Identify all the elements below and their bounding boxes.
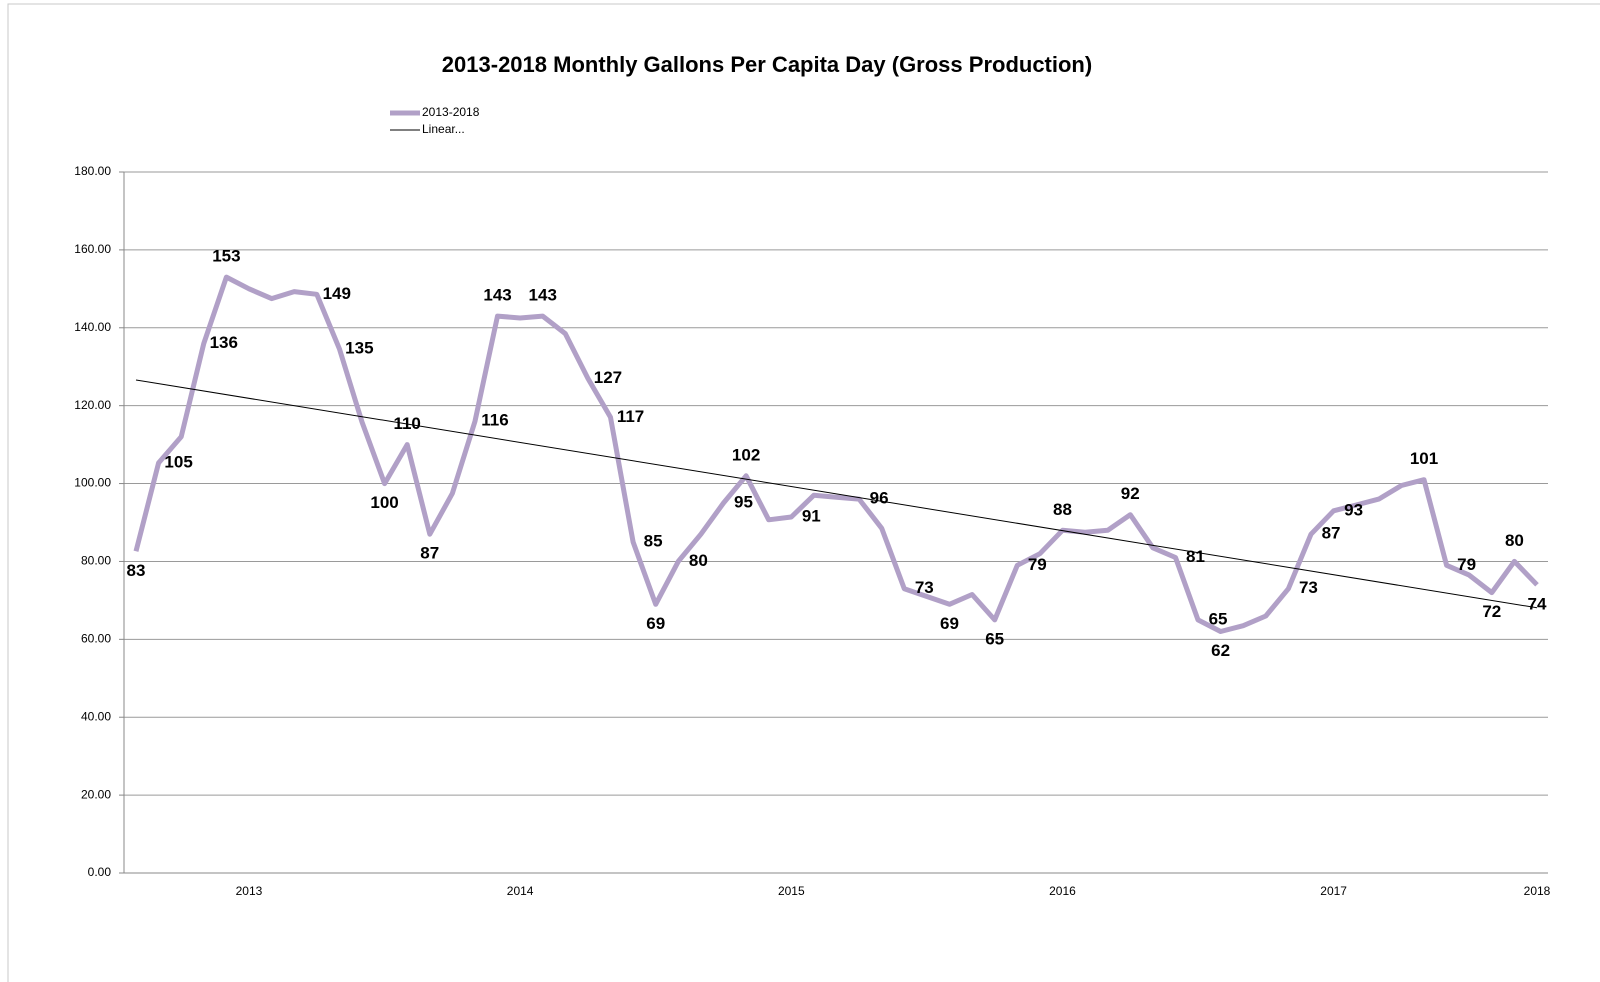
y-tick-label: 20.00 bbox=[81, 787, 111, 801]
data-label: 73 bbox=[915, 578, 934, 597]
y-tick-label: 140.00 bbox=[74, 320, 111, 334]
x-tick-label: 2013 bbox=[236, 884, 263, 898]
data-label: 135 bbox=[345, 338, 373, 357]
data-label: 143 bbox=[529, 286, 557, 305]
data-label: 80 bbox=[1505, 531, 1524, 550]
data-label: 105 bbox=[164, 452, 192, 471]
data-label: 95 bbox=[734, 493, 753, 512]
data-label: 79 bbox=[1457, 555, 1476, 574]
data-label: 102 bbox=[732, 445, 760, 464]
data-label: 93 bbox=[1344, 500, 1363, 519]
y-tick-label: 120.00 bbox=[74, 398, 111, 412]
y-tick-label: 160.00 bbox=[74, 242, 111, 256]
y-tick-label: 60.00 bbox=[81, 632, 111, 646]
data-label: 87 bbox=[1322, 524, 1341, 543]
chart-title: 2013-2018 Monthly Gallons Per Capita Day… bbox=[442, 52, 1092, 77]
data-label: 65 bbox=[1209, 609, 1228, 628]
data-label: 85 bbox=[644, 531, 663, 550]
y-tick-label: 180.00 bbox=[74, 164, 111, 178]
legend-label: Linear... bbox=[422, 122, 465, 136]
x-tick-label: 2015 bbox=[778, 884, 805, 898]
data-label: 69 bbox=[646, 614, 665, 633]
data-label: 69 bbox=[940, 614, 959, 633]
chart-frame bbox=[7, 3, 1600, 982]
data-label: 73 bbox=[1299, 578, 1318, 597]
series-line bbox=[133, 274, 1539, 634]
x-tick-label: 2014 bbox=[507, 884, 534, 898]
data-label: 65 bbox=[985, 629, 1004, 648]
data-label: 116 bbox=[481, 411, 508, 430]
y-tick-label: 80.00 bbox=[81, 554, 111, 568]
data-label: 101 bbox=[1410, 449, 1438, 468]
y-tick-label: 40.00 bbox=[81, 709, 111, 723]
data-label: 88 bbox=[1053, 500, 1072, 519]
data-label: 79 bbox=[1028, 555, 1047, 574]
data-label: 72 bbox=[1482, 602, 1501, 621]
x-tick-label: 2017 bbox=[1320, 884, 1347, 898]
data-label: 92 bbox=[1121, 484, 1140, 503]
data-label: 127 bbox=[594, 368, 622, 387]
x-tick-label: 2018 bbox=[1524, 884, 1551, 898]
data-label: 110 bbox=[393, 414, 420, 433]
data-label: 87 bbox=[420, 544, 439, 563]
data-label: 136 bbox=[210, 333, 238, 352]
y-tick-label: 100.00 bbox=[74, 476, 111, 490]
data-label: 74 bbox=[1528, 594, 1547, 613]
data-label: 81 bbox=[1186, 547, 1205, 566]
data-label: 100 bbox=[370, 493, 398, 512]
data-label: 80 bbox=[689, 551, 708, 570]
data-label: 149 bbox=[323, 284, 351, 303]
trend-line bbox=[135, 379, 1538, 609]
data-label: 91 bbox=[802, 507, 821, 526]
data-label: 83 bbox=[127, 561, 146, 580]
y-tick-label: 0.00 bbox=[88, 865, 112, 879]
legend-label: 2013-2018 bbox=[422, 105, 480, 119]
data-label: 143 bbox=[483, 286, 511, 305]
data-label: 153 bbox=[212, 247, 240, 266]
x-tick-label: 2016 bbox=[1049, 884, 1076, 898]
data-label: 96 bbox=[870, 489, 889, 508]
data-label: 117 bbox=[617, 407, 644, 426]
data-label: 62 bbox=[1211, 641, 1230, 660]
